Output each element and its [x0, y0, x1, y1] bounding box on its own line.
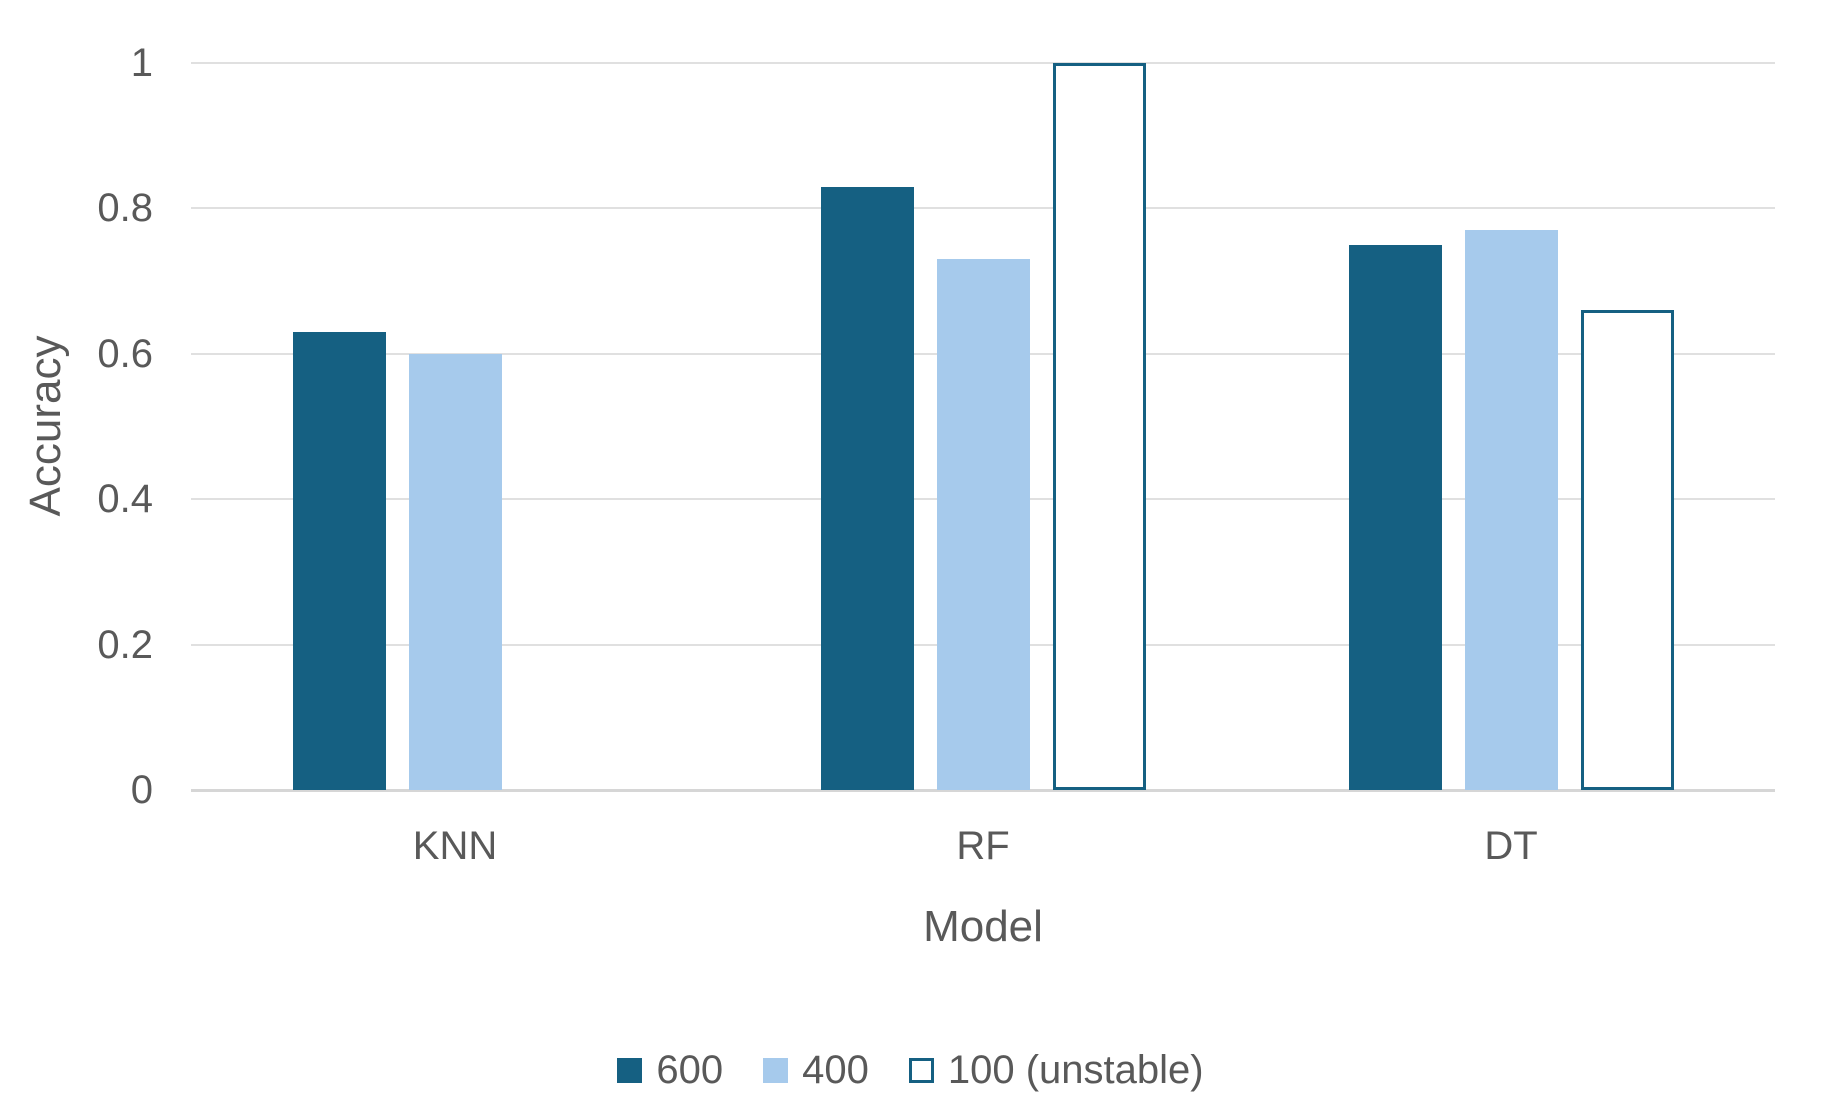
bar-knn-600 — [292, 332, 386, 790]
legend-item-100-unstable: 100 (unstable) — [908, 1048, 1204, 1092]
y-tick-label-0.8: 0.8 — [97, 186, 153, 231]
y-axis-tick-labels: 0 0.2 0.4 0.6 0.8 1 — [0, 0, 153, 1117]
legend-swatch-icon — [908, 1057, 934, 1083]
chart-legend: 600 400 100 (unstable) — [0, 1048, 1821, 1092]
legend-label: 100 (unstable) — [947, 1048, 1204, 1092]
x-axis-title: Model — [923, 902, 1043, 951]
x-axis-line — [191, 789, 1775, 792]
bar-rf-100-unstable — [1052, 63, 1146, 790]
bar-knn-400 — [408, 353, 502, 790]
y-tick-label-0.6: 0.6 — [97, 331, 153, 376]
legend-item-400: 400 — [763, 1048, 869, 1092]
legend-label: 400 — [802, 1048, 869, 1092]
plot-area — [191, 62, 1775, 792]
bar-rf-400 — [936, 259, 1030, 790]
y-tick-label-0: 0 — [130, 768, 153, 812]
legend-label: 600 — [656, 1048, 724, 1092]
y-tick-label-0.4: 0.4 — [97, 477, 153, 522]
bar-dt-400 — [1464, 230, 1558, 790]
x-category-label-dt: DT — [1484, 824, 1538, 868]
gridline-y-1 — [191, 62, 1775, 64]
bar-dt-600 — [1348, 244, 1442, 790]
legend-item-600: 600 — [617, 1048, 723, 1092]
legend-swatch-icon — [763, 1057, 789, 1083]
bar-rf-600 — [820, 186, 914, 790]
bar-dt-100-unstable — [1580, 310, 1674, 790]
x-category-label-rf: RF — [956, 824, 1010, 868]
legend-swatch-icon — [617, 1057, 643, 1083]
y-tick-label-1: 1 — [130, 41, 153, 85]
gridline-y-0.8 — [191, 207, 1775, 210]
y-tick-label-0.2: 0.2 — [97, 622, 153, 667]
x-category-label-knn: KNN — [412, 824, 498, 868]
